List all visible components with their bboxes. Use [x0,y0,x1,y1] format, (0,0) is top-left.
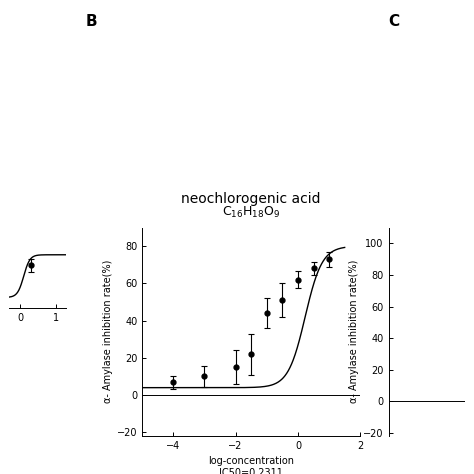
Y-axis label: α- Amylase inhibition rate(%): α- Amylase inhibition rate(%) [103,260,113,403]
Text: C: C [389,14,400,29]
Text: B: B [85,14,97,29]
X-axis label: log-concentration
IC50=0.2311: log-concentration IC50=0.2311 [208,456,294,474]
Y-axis label: α- Amylase inhibition rate(%): α- Amylase inhibition rate(%) [349,260,359,403]
Text: neochlorogenic acid: neochlorogenic acid [182,192,321,206]
Text: $\mathregular{C_{16}H_{18}O_9}$: $\mathregular{C_{16}H_{18}O_9}$ [222,205,280,220]
